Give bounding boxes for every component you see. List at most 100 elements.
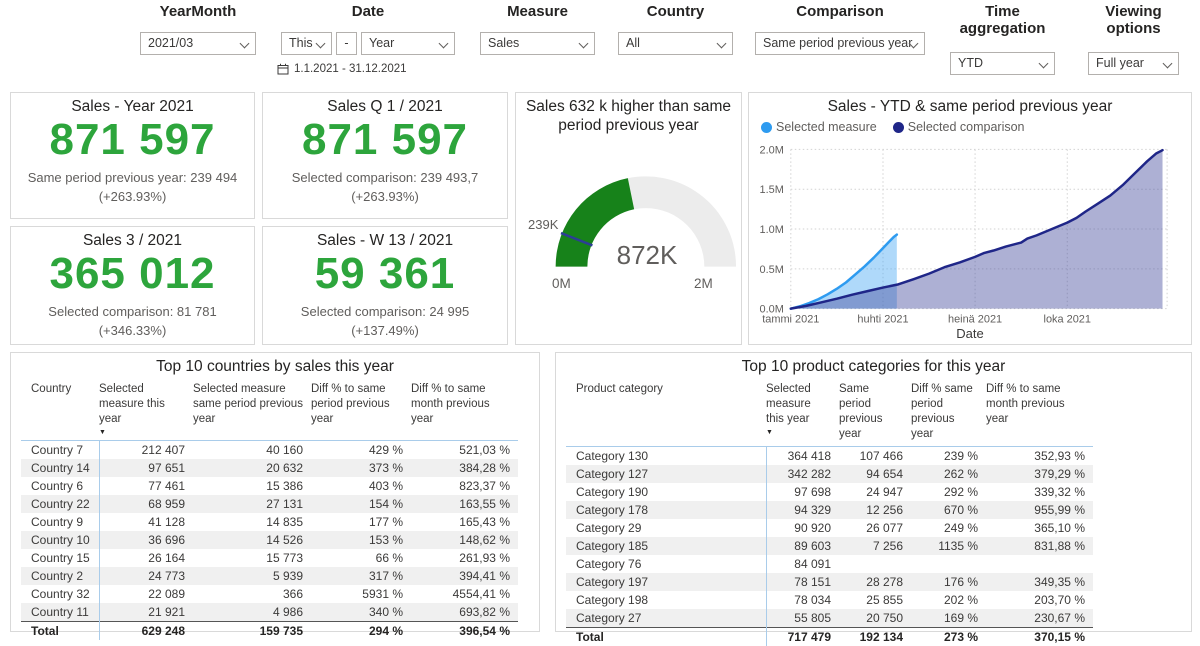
column-header[interactable]: Product category bbox=[566, 380, 766, 447]
cell-value: 15 773 bbox=[266, 550, 303, 565]
cell-value: 394,41 % bbox=[459, 568, 510, 583]
table-row[interactable]: Country 9 41 128 14 835 177 % 165,43 % bbox=[21, 512, 518, 531]
trend-chart-title: Sales - YTD & same period previous year bbox=[827, 98, 1113, 115]
table-row[interactable]: Category 27 55 805 20 750 169 % 230,67 % bbox=[566, 608, 1093, 628]
column-header[interactable]: Selected measure this year ▼ bbox=[99, 380, 193, 441]
total-label: Total bbox=[21, 620, 100, 640]
row-label: Category 29 bbox=[566, 518, 767, 537]
legend-item-selected-comparison[interactable]: Selected comparison bbox=[892, 120, 1025, 134]
column-header[interactable]: Selected measure same period previous ye… bbox=[193, 380, 311, 441]
table-row[interactable]: Category 76 84 091 bbox=[566, 554, 1093, 573]
column-header-label: Diff % to same month previous year bbox=[986, 383, 1065, 425]
column-header[interactable]: Country bbox=[21, 380, 99, 441]
filter-label-time-aggregation: Time aggregation bbox=[959, 3, 1046, 38]
row-label: Category 190 bbox=[566, 482, 767, 501]
cell-value: 21 921 bbox=[148, 604, 185, 619]
table-row[interactable]: Country 2 24 773 5 939 317 % 394,41 % bbox=[21, 566, 518, 585]
x-tick-label: heinä 2021 bbox=[948, 314, 1002, 325]
table-row[interactable]: Category 29 90 920 26 077 249 % 365,10 % bbox=[566, 518, 1093, 537]
gauge-chart bbox=[555, 176, 737, 267]
row-label: Category 127 bbox=[566, 464, 767, 483]
row-label: Country 9 bbox=[21, 512, 100, 531]
y-tick-label: 0.0M bbox=[760, 304, 784, 316]
table-row[interactable]: Country 15 26 164 15 773 66 % 261,93 % bbox=[21, 548, 518, 567]
cell-value: 176 % bbox=[943, 574, 978, 589]
table-row[interactable]: Country 22 68 959 27 131 154 % 163,55 % bbox=[21, 494, 518, 513]
yearmonth-dropdown[interactable]: 2021/03 bbox=[140, 32, 256, 55]
cell-value: 20 632 bbox=[266, 460, 303, 475]
cell-value: 36 696 bbox=[148, 532, 185, 547]
filter-label-country: Country bbox=[646, 3, 705, 20]
column-header[interactable]: Diff % to same month previous year bbox=[411, 380, 518, 441]
kpi-card-week: Sales - W 13 / 2021 59 361 Selected comp… bbox=[262, 226, 508, 345]
kpi-value: 871 597 bbox=[49, 114, 216, 164]
column-header-label: Product category bbox=[576, 383, 663, 395]
cell-value: 212 407 bbox=[141, 442, 185, 457]
date-unit-dropdown[interactable]: Year bbox=[361, 32, 455, 55]
legend-label: Selected comparison bbox=[907, 120, 1025, 134]
cell-value: 55 805 bbox=[794, 610, 831, 625]
column-header[interactable]: Same period previous year bbox=[839, 380, 911, 447]
cell-value: 317 % bbox=[368, 568, 403, 583]
gauge-target-line bbox=[560, 231, 593, 247]
country-dropdown[interactable]: All bbox=[618, 32, 733, 55]
table-row[interactable]: Category 185 89 603 7 256 1135 % 831,88 % bbox=[566, 536, 1093, 555]
total-value: 192 134 bbox=[839, 626, 911, 646]
cell-value bbox=[986, 555, 1093, 573]
table-total-row: Total 717 479 192 134 273 % 370,15 % bbox=[566, 626, 1093, 646]
kpi-title: Sales 3 / 2021 bbox=[82, 232, 183, 249]
cell-value: 373 % bbox=[368, 460, 403, 475]
cell-value: 7 256 bbox=[872, 538, 903, 553]
table-row[interactable]: Category 130 364 418 107 466 239 % 352,93 % bbox=[566, 446, 1093, 465]
column-header[interactable]: Diff % to same period previous year bbox=[311, 380, 411, 441]
table-row[interactable]: Category 197 78 151 28 278 176 % 349,35 % bbox=[566, 572, 1093, 591]
comparison-dropdown[interactable]: Same period previous year bbox=[755, 32, 925, 55]
table-header-row: Country Selected measure this year ▼ Select… bbox=[21, 380, 518, 441]
table-row[interactable]: Category 198 78 034 25 855 202 % 203,70 % bbox=[566, 590, 1093, 609]
viewing-options-dropdown[interactable]: Full year bbox=[1088, 52, 1179, 75]
column-header-label: Selected measure this year bbox=[99, 383, 165, 425]
column-header[interactable]: Diff % to same month previous year bbox=[986, 380, 1093, 447]
date-separator-box[interactable]: - bbox=[336, 32, 357, 55]
date-relative-dropdown[interactable]: This bbox=[281, 32, 332, 55]
cell-value: 97 698 bbox=[794, 484, 831, 499]
y-tick-label: 1.5M bbox=[760, 184, 784, 196]
cell-value: 26 164 bbox=[148, 550, 185, 565]
table-row[interactable]: Category 127 342 282 94 654 262 % 379,29 % bbox=[566, 464, 1093, 483]
row-label: Category 76 bbox=[566, 554, 767, 573]
column-header-label: Same period previous year bbox=[839, 383, 883, 440]
table-row[interactable]: Country 7 212 407 40 160 429 % 521,03 % bbox=[21, 440, 518, 459]
chevron-down-icon bbox=[578, 38, 589, 49]
cell-value: 955,99 % bbox=[1034, 502, 1085, 517]
sort-descending-icon: ▼ bbox=[766, 428, 773, 436]
row-label: Category 178 bbox=[566, 500, 767, 519]
table-row[interactable]: Category 178 94 329 12 256 670 % 955,99 % bbox=[566, 500, 1093, 519]
column-header[interactable]: Selected measure this year ▼ bbox=[766, 380, 839, 447]
table-row[interactable]: Country 10 36 696 14 526 153 % 148,62 % bbox=[21, 530, 518, 549]
cell-value: 68 959 bbox=[148, 496, 185, 511]
filter-label-measure: Measure bbox=[507, 3, 568, 20]
chevron-down-icon bbox=[239, 38, 250, 49]
table-row[interactable]: Country 14 97 651 20 632 373 % 384,28 % bbox=[21, 458, 518, 477]
viewing-options-value: Full year bbox=[1096, 56, 1144, 70]
table-row[interactable]: Country 11 21 921 4 986 340 % 693,82 % bbox=[21, 602, 518, 622]
cell-value: 15 386 bbox=[266, 478, 303, 493]
time-aggregation-dropdown[interactable]: YTD bbox=[950, 52, 1055, 75]
cell-value: 262 % bbox=[943, 466, 978, 481]
legend-label: Selected measure bbox=[776, 120, 877, 134]
total-value: 273 % bbox=[911, 626, 986, 646]
column-header[interactable]: Diff % same period previous year bbox=[911, 380, 986, 447]
x-tick-label: tammi 2021 bbox=[762, 314, 819, 325]
legend-dot-icon bbox=[761, 121, 772, 133]
table-row[interactable]: Country 6 77 461 15 386 403 % 823,37 % bbox=[21, 476, 518, 495]
gauge-value-label: 872K bbox=[616, 240, 678, 270]
table-row[interactable]: Country 32 22 089 366 5931 % 4554,41 % bbox=[21, 584, 518, 603]
cell-value: 831,88 % bbox=[1034, 538, 1085, 553]
cell-value: 521,03 % bbox=[459, 442, 510, 457]
total-value: 370,15 % bbox=[986, 626, 1093, 646]
measure-dropdown[interactable]: Sales bbox=[480, 32, 595, 55]
total-label: Total bbox=[566, 626, 767, 646]
cell-value: 94 654 bbox=[866, 466, 903, 481]
legend-item-selected-measure[interactable]: Selected measure bbox=[761, 120, 877, 134]
table-row[interactable]: Category 190 97 698 24 947 292 % 339,32 % bbox=[566, 482, 1093, 501]
